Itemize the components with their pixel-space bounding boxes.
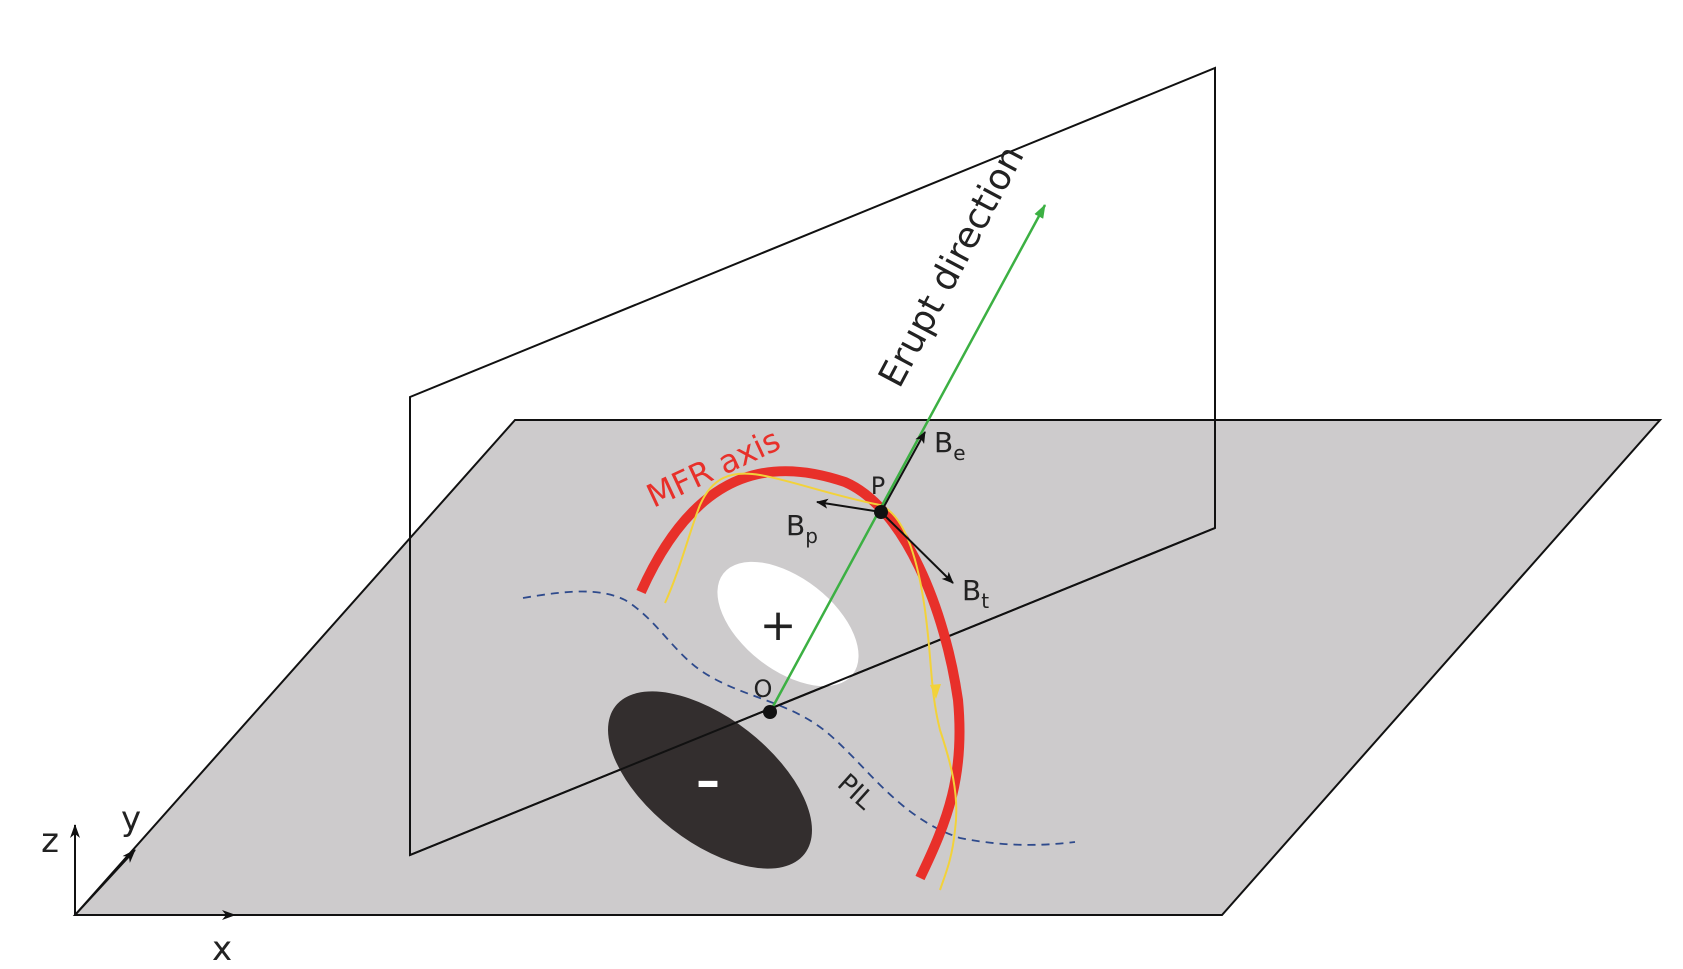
bp-vector: [816, 498, 882, 513]
mfr-axis-curve: [636, 466, 965, 881]
be-label: Be: [934, 426, 966, 465]
pil-line: [522, 590, 1076, 846]
point-o-label: O: [754, 675, 773, 703]
point-o-marker: [763, 705, 777, 719]
bt-label: Bt: [962, 574, 989, 613]
erupt-direction-arrow: [768, 204, 1047, 713]
plane-intersection-line: [409, 527, 1216, 856]
negative-polarity-label: –: [696, 753, 720, 809]
photosphere-plane: [72, 419, 1663, 916]
y-axis-label: y: [121, 799, 141, 839]
positive-polarity-label: +: [760, 600, 797, 651]
z-axis-label: z: [41, 821, 59, 861]
point-p-label: P: [871, 472, 885, 500]
field-line-arrow: [930, 684, 941, 699]
x-axis-label: x: [212, 929, 232, 969]
negative-polarity-spot: [608, 691, 812, 869]
bt-vector: [880, 511, 954, 584]
bp-label: Bp: [786, 509, 818, 548]
y-axis-arrow: [74, 849, 136, 916]
erupt-direction-label: Erupt direction: [871, 139, 1032, 394]
positive-polarity-spot: [717, 561, 859, 687]
point-p-marker: [874, 505, 888, 519]
be-vector: [880, 431, 926, 513]
